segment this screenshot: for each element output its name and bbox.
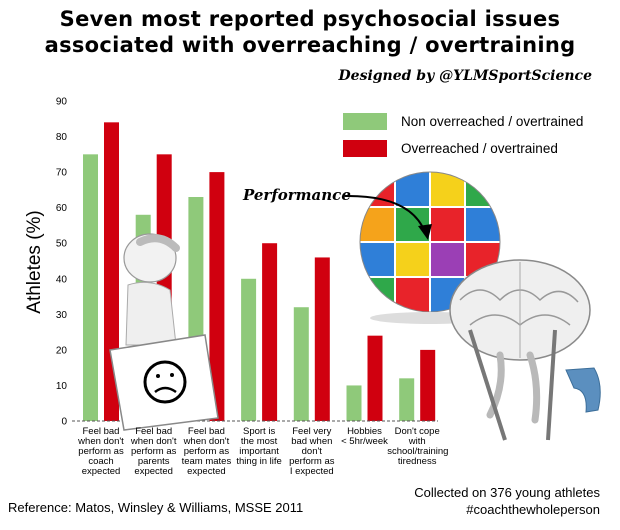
- x-category-label-line: Sport is: [242, 426, 276, 437]
- x-category-label-line: with: [408, 436, 426, 447]
- y-tick-label: 50: [56, 239, 68, 250]
- y-tick-label: 70: [56, 168, 68, 179]
- bar-non-overreached: [83, 154, 98, 422]
- x-category-label-line: when don't: [78, 436, 124, 447]
- x-category-label-line: perform as: [289, 456, 335, 467]
- x-category-label-line: I expected: [289, 466, 334, 477]
- legend-swatch-green: [343, 113, 387, 130]
- x-category-label-line: perform as: [183, 446, 230, 457]
- x-category-label: Feel bad when don't perform as parents expec…: [124, 427, 184, 477]
- reference-text: Reference: Matos, Winsley & Williams, MS…: [8, 500, 304, 515]
- x-category-label: Feel bad when don't perform as coach expecte…: [71, 427, 131, 477]
- x-category-label-line: coach: [88, 456, 114, 467]
- x-category-label-line: perform as: [130, 446, 177, 457]
- bar-non-overreached: [293, 307, 309, 421]
- x-category-label-line: when don't: [183, 436, 230, 447]
- bar-non-overreached: [346, 385, 362, 421]
- performance-arrow-head: [418, 224, 432, 240]
- performance-arrow: [344, 194, 426, 233]
- x-category-label-line: < 5hr/week: [341, 436, 388, 447]
- x-category-label-line: school/training: [387, 446, 449, 457]
- y-tick-label: 40: [56, 274, 68, 285]
- x-category-label-line: expected: [187, 466, 226, 477]
- y-tick-label: 90: [56, 97, 68, 108]
- x-category-label-line: the most: [240, 436, 278, 447]
- hashtag-text: #coachthewholeperson: [466, 502, 600, 517]
- x-category-label-line: thing in life: [236, 456, 282, 467]
- designed-by-credit: Designed by @YLMSportScience: [338, 68, 592, 84]
- y-tick-label: 10: [56, 381, 68, 392]
- y-tick-label: 0: [61, 417, 67, 428]
- bar-overreached: [314, 257, 330, 421]
- legend-swatch-red: [343, 140, 387, 157]
- y-tick-label: 30: [56, 310, 68, 321]
- x-category-label-line: tiredness: [397, 456, 437, 467]
- y-axis: 0 10 20 30 40 50 60 70 80 90: [56, 97, 68, 428]
- brain-on-crutches-illustration: [449, 259, 601, 441]
- x-category-label-line: Feel very: [292, 426, 332, 437]
- bar-overreached: [209, 172, 225, 421]
- x-category-label-line: Feel bad: [187, 426, 225, 437]
- x-category-label-line: expected: [81, 466, 121, 477]
- bar-overreached: [262, 243, 278, 421]
- x-category-label-line: when don't: [130, 436, 177, 447]
- bar-non-overreached: [241, 278, 257, 421]
- x-category-label-line: perform as: [78, 446, 124, 457]
- x-category-label-line: Feel bad: [82, 426, 120, 437]
- legend-label-overreached: Overreached / overtrained: [401, 141, 558, 156]
- x-category-label-line: don't: [301, 446, 322, 457]
- performance-label: Performance: [243, 186, 351, 204]
- y-tick-label: 20: [56, 345, 68, 356]
- x-category-label: Feel bad when don't perform as team mates ex…: [176, 427, 236, 477]
- x-category-label-line: Feel bad: [135, 426, 173, 437]
- x-category-label-line: expected: [134, 466, 173, 477]
- y-tick-label: 60: [56, 203, 68, 214]
- footer-collected: Collected on 376 young athletes #coachth…: [414, 484, 600, 518]
- x-category-label: Feel very bad when don't perform as I expect…: [282, 427, 342, 477]
- y-tick-label: 80: [56, 132, 68, 143]
- title-line-1: Seven most reported psychosocial issues: [59, 7, 561, 31]
- x-category-label-line: important: [239, 446, 279, 457]
- x-category-label: Don't cope with school/training tiredness: [387, 426, 449, 467]
- chart-title: Seven most reported psychosocial issues …: [0, 6, 620, 58]
- x-category-label: Sport is the most important thing in life: [229, 427, 289, 467]
- y-axis-label: Athletes (%): [24, 210, 45, 313]
- legend-label-non-overreached: Non overreached / overtrained: [401, 114, 584, 129]
- bar-non-overreached: [399, 378, 415, 421]
- x-category-label-line: bad when: [291, 436, 333, 447]
- bar-overreached: [104, 122, 119, 421]
- legend-item-overreached: Overreached / overtrained: [343, 140, 558, 157]
- sad-figure-illustration: [109, 233, 219, 431]
- x-category-label-line: Hobbies: [347, 426, 382, 437]
- legend-item-non-overreached: Non overreached / overtrained: [343, 113, 583, 130]
- title-line-2: associated with overreaching / overtrain…: [44, 33, 576, 57]
- x-category-label-line: Don't cope: [394, 426, 440, 437]
- collected-text: Collected on 376 young athletes: [414, 485, 600, 500]
- bar-overreached: [420, 349, 436, 421]
- x-category-label-line: parents: [137, 456, 170, 467]
- x-category-label: Hobbies < 5hr/week: [335, 427, 395, 447]
- bar-overreached: [367, 335, 383, 421]
- x-category-label-line: team mates: [181, 456, 232, 467]
